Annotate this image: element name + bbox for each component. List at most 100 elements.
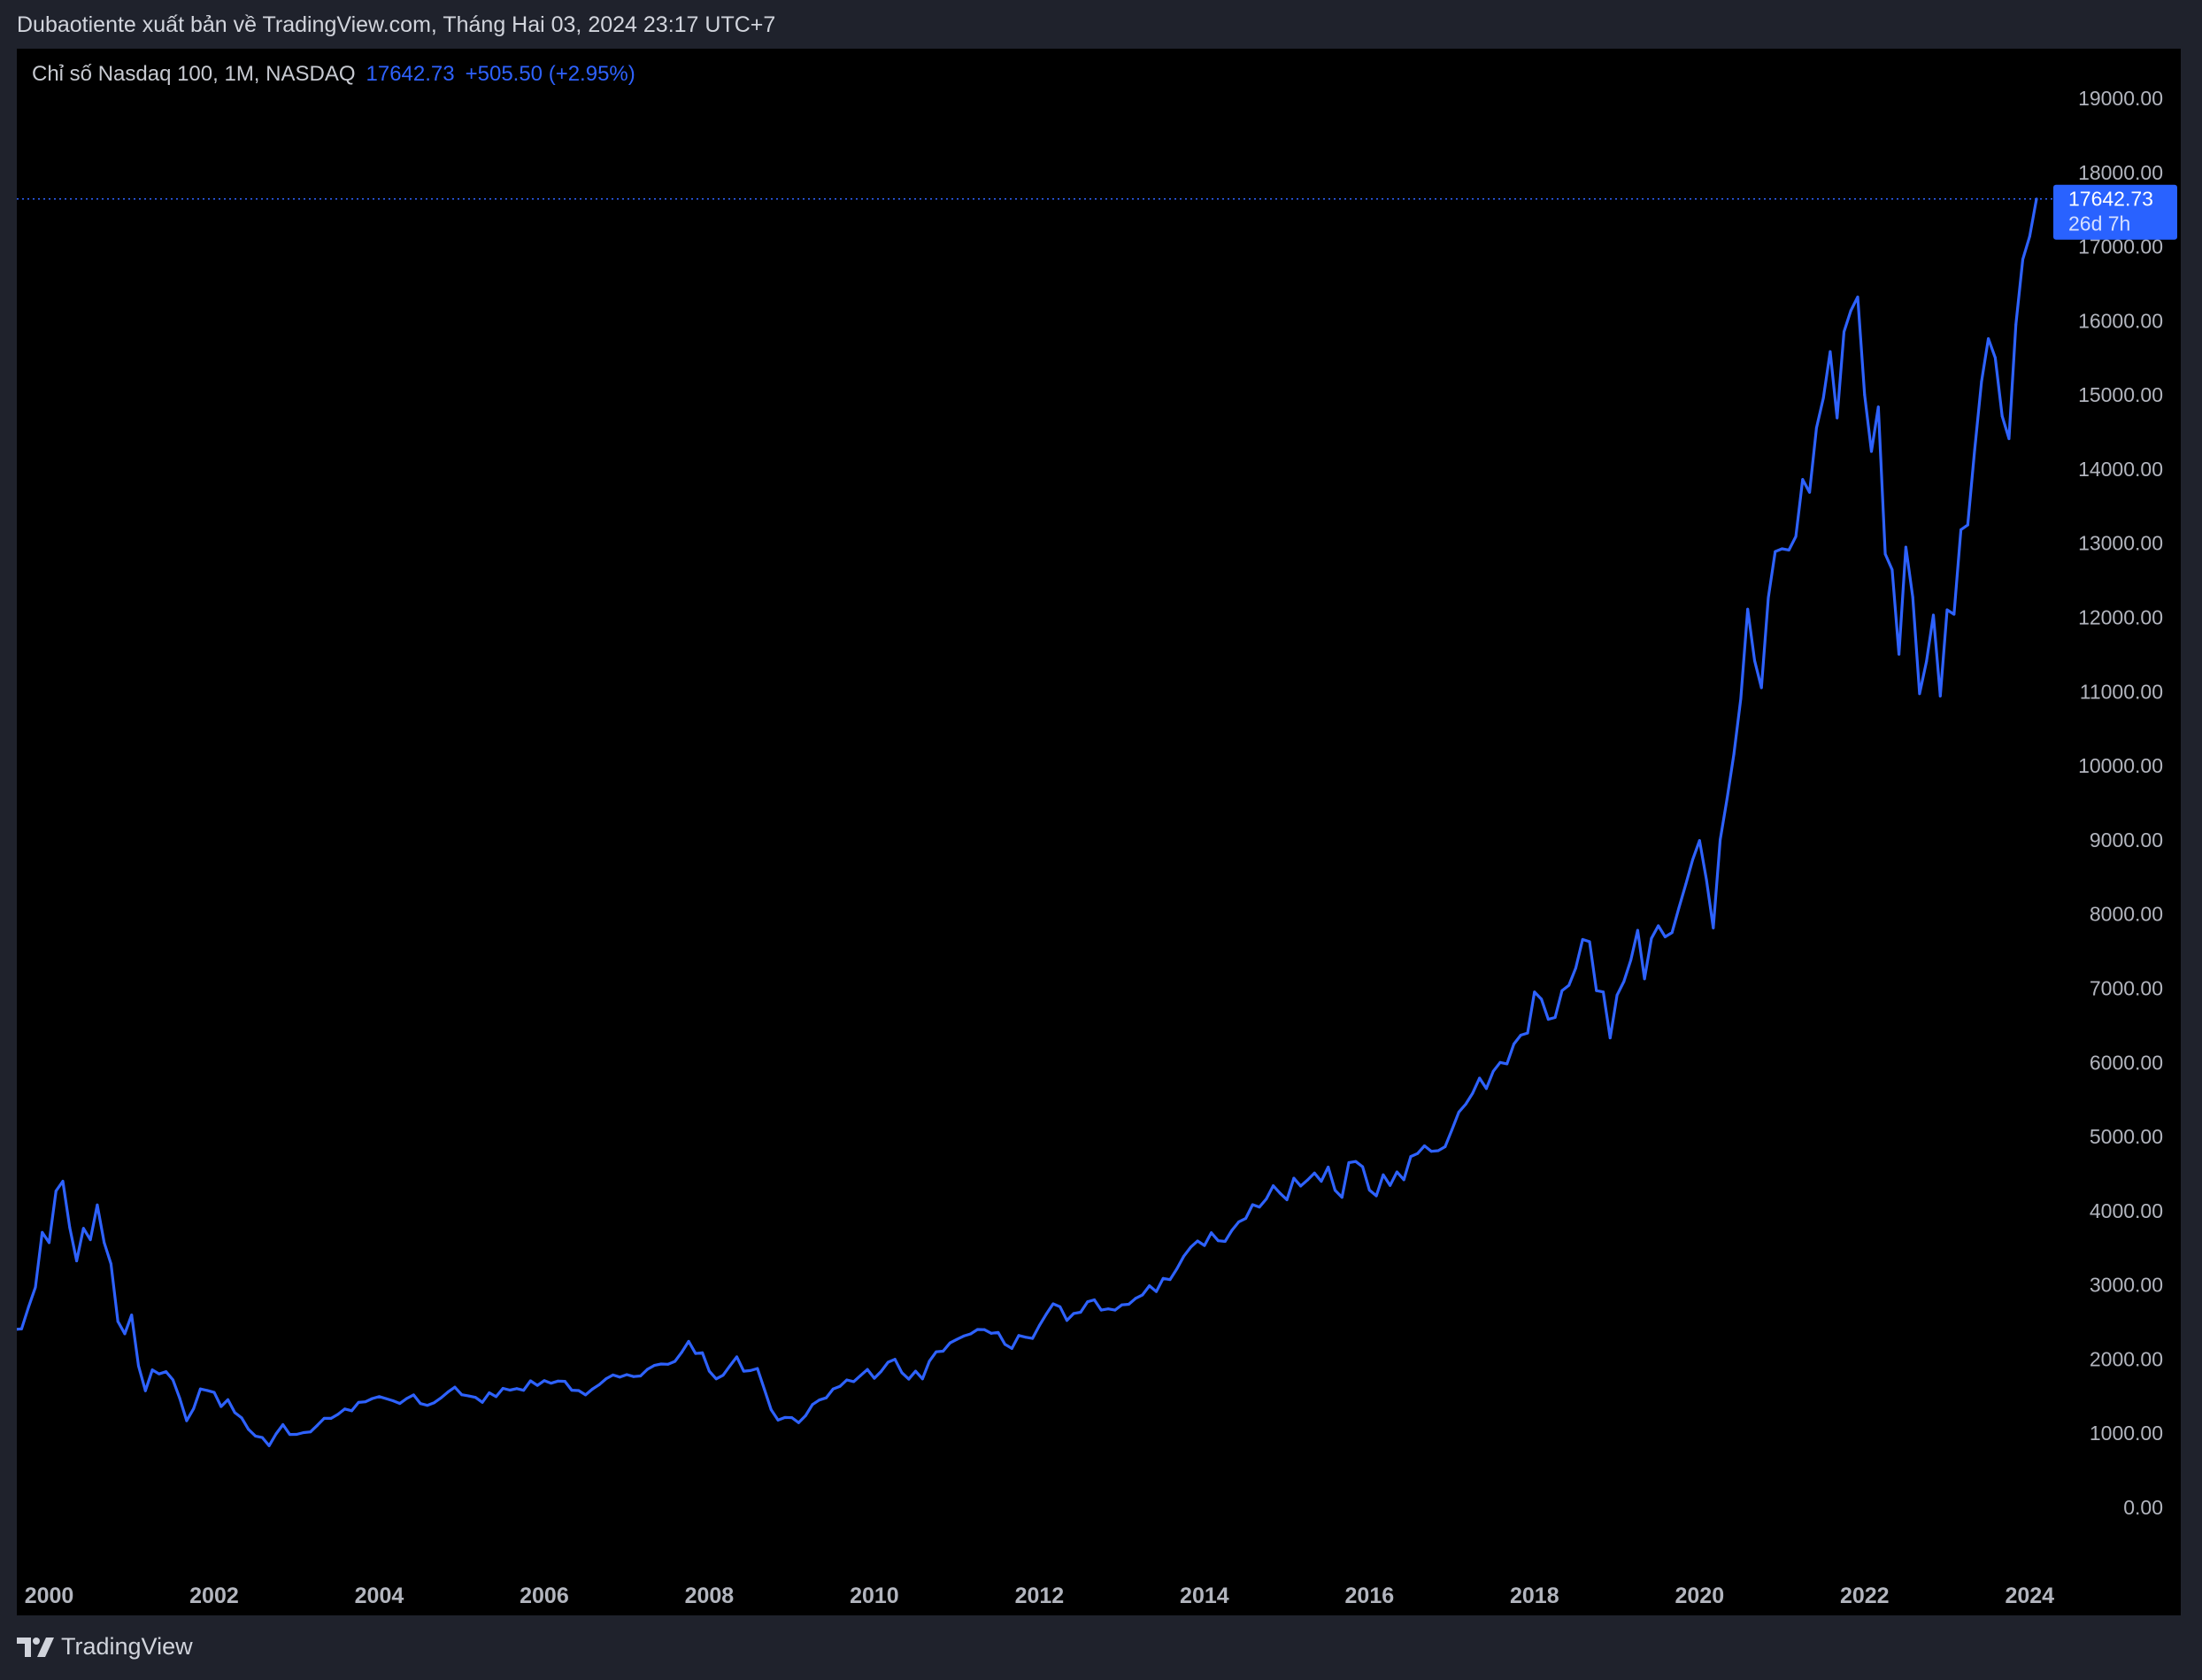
data-point xyxy=(1752,659,1756,662)
data-point xyxy=(1870,450,1874,453)
time-tick-label: 2018 xyxy=(1510,1584,1559,1608)
data-point xyxy=(1821,397,1825,400)
data-point xyxy=(982,1328,986,1331)
price-tick-label: 0.00 xyxy=(2123,1496,2163,1519)
data-point xyxy=(150,1368,154,1372)
data-point xyxy=(1333,1189,1336,1192)
data-point xyxy=(1389,1183,1392,1187)
data-point xyxy=(858,1374,862,1377)
data-point xyxy=(935,1350,938,1353)
data-point xyxy=(618,1376,621,1379)
data-point xyxy=(659,1362,663,1366)
data-point xyxy=(1230,1229,1234,1232)
data-point xyxy=(96,1203,99,1206)
bar-countdown: 26d 7h xyxy=(2068,212,2130,235)
data-point xyxy=(1065,1319,1068,1322)
legend-change: +505.50 (+2.95%) xyxy=(465,62,635,86)
chart-pane[interactable]: 0.00 1000.00 2000.00 3000.00 4000.00 5000.00 6… xyxy=(17,49,2181,1615)
data-point xyxy=(948,1341,951,1345)
data-point xyxy=(103,1241,106,1245)
price-tick-label: 6000.00 xyxy=(2090,1051,2163,1074)
data-point xyxy=(1072,1312,1075,1315)
data-point xyxy=(1883,552,1887,556)
data-point xyxy=(900,1371,904,1375)
data-point xyxy=(274,1432,278,1436)
data-point xyxy=(1698,839,1701,843)
data-point xyxy=(838,1384,842,1388)
data-point xyxy=(1829,350,1832,353)
data-point xyxy=(1911,596,1914,599)
data-point xyxy=(535,1383,539,1387)
data-point xyxy=(1265,1198,1268,1201)
symbol-title[interactable]: Chỉ số Nasdaq 100, 1M, NASDAQ xyxy=(32,62,356,86)
data-point xyxy=(2021,258,2024,261)
data-point xyxy=(1320,1180,1323,1183)
data-point xyxy=(1863,393,1867,397)
data-point xyxy=(2000,414,2004,418)
data-point xyxy=(1808,490,1812,494)
data-point xyxy=(1781,547,1784,551)
data-point xyxy=(1017,1334,1020,1337)
tradingview-branding[interactable]: TradingView xyxy=(17,1633,193,1661)
data-point xyxy=(852,1380,856,1383)
data-point xyxy=(1120,1303,1124,1306)
data-point xyxy=(137,1364,141,1368)
data-point xyxy=(81,1227,85,1230)
data-point xyxy=(267,1444,271,1447)
data-point xyxy=(1546,1018,1550,1021)
data-point xyxy=(27,1306,30,1309)
data-point xyxy=(364,1400,367,1404)
data-point xyxy=(1367,1188,1371,1191)
data-point xyxy=(75,1259,79,1262)
data-point xyxy=(1134,1297,1137,1300)
time-tick-label: 2006 xyxy=(520,1584,569,1608)
price-tick-label: 3000.00 xyxy=(2090,1274,2163,1297)
data-point xyxy=(1141,1293,1144,1297)
time-tick-label: 2008 xyxy=(685,1584,735,1608)
data-point xyxy=(1243,1217,1247,1221)
data-point xyxy=(1636,929,1639,932)
data-point xyxy=(1175,1267,1179,1270)
last-price-label: 17642.73 26d 7h xyxy=(2053,184,2177,240)
data-point xyxy=(975,1328,979,1331)
price-axis[interactable]: 0.00 1000.00 2000.00 3000.00 4000.00 5000.00 6… xyxy=(2078,87,2163,1519)
data-point xyxy=(942,1349,945,1352)
data-point xyxy=(384,1397,388,1400)
data-point xyxy=(1650,936,1653,940)
data-point xyxy=(488,1391,491,1395)
data-point xyxy=(398,1402,402,1406)
data-point xyxy=(377,1395,381,1399)
data-point xyxy=(886,1360,889,1364)
time-axis[interactable]: 2000 2002 2004 2006 2008 2010 2012 2014 2016 2018… xyxy=(25,1584,2054,1608)
data-point xyxy=(1787,548,1790,551)
data-point xyxy=(880,1369,883,1373)
data-point xyxy=(54,1189,58,1192)
data-point xyxy=(1182,1254,1186,1258)
data-point xyxy=(1093,1298,1097,1301)
data-point xyxy=(1712,926,1715,929)
tradingview-logo-icon xyxy=(17,1637,54,1657)
data-point xyxy=(1952,613,1956,616)
data-point xyxy=(1746,607,1750,611)
data-point xyxy=(295,1432,298,1436)
data-point xyxy=(322,1416,326,1420)
data-point xyxy=(1278,1191,1282,1195)
data-point xyxy=(495,1395,498,1399)
nasdaq-line-series xyxy=(17,198,2038,1447)
price-chart[interactable]: 0.00 1000.00 2000.00 3000.00 4000.00 5000.00 6… xyxy=(17,49,2181,1615)
data-point xyxy=(247,1428,250,1431)
data-point xyxy=(1774,550,1777,553)
data-point xyxy=(997,1330,1000,1334)
data-point xyxy=(831,1387,835,1391)
data-point xyxy=(962,1334,966,1337)
data-point xyxy=(1588,940,1591,944)
time-tick-label: 2010 xyxy=(850,1584,899,1608)
data-point xyxy=(1670,931,1674,935)
data-point xyxy=(1519,1034,1522,1037)
price-tick-label: 13000.00 xyxy=(2078,532,2163,555)
data-point xyxy=(550,1382,553,1385)
data-point xyxy=(1622,980,1626,983)
data-point xyxy=(522,1389,526,1392)
price-tick-label: 8000.00 xyxy=(2090,903,2163,926)
symbol-legend: Chỉ số Nasdaq 100, 1M, NASDAQ 17642.73 +50… xyxy=(32,62,635,87)
